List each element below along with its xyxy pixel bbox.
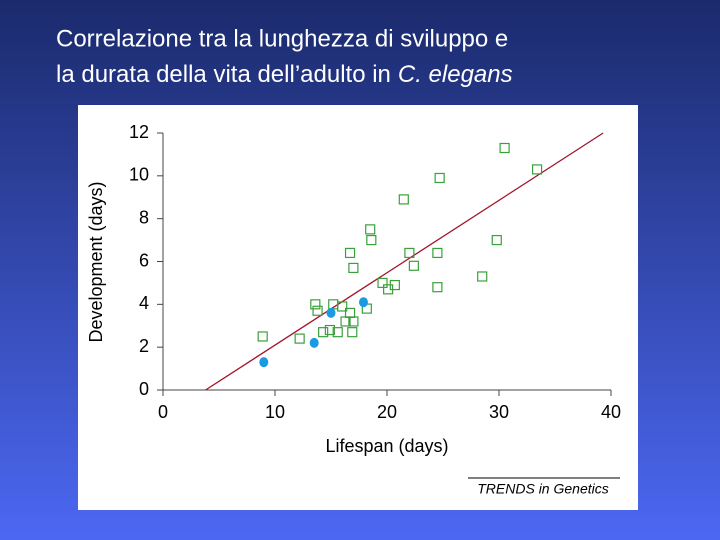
- y-tick-label: 0: [139, 379, 149, 399]
- point: [408, 260, 419, 271]
- point: [337, 301, 348, 312]
- point: [257, 331, 268, 342]
- point: [309, 337, 319, 348]
- point: [318, 327, 329, 338]
- y-tick-label: 8: [139, 207, 149, 227]
- x-tick-label: 0: [158, 402, 168, 422]
- y-tick-label: 6: [139, 250, 149, 270]
- point: [294, 333, 305, 344]
- source: TRENDS in Genetics: [477, 481, 608, 497]
- fit-line: [205, 132, 604, 391]
- point: [358, 297, 368, 308]
- y-tick-label: 2: [139, 336, 149, 356]
- x-tick-label: 30: [489, 402, 509, 422]
- chart-panel: [78, 105, 638, 510]
- y-axis-label: Development (days): [86, 181, 106, 342]
- y-tick-label: 4: [139, 293, 149, 313]
- point: [312, 305, 323, 316]
- point: [310, 299, 321, 310]
- x-axis-label: Lifespan (days): [325, 436, 448, 456]
- y-tick-label: 10: [129, 165, 149, 185]
- y-tick-label: 12: [129, 122, 149, 142]
- point: [434, 172, 445, 184]
- point: [432, 247, 443, 259]
- point: [499, 142, 510, 154]
- point: [344, 247, 356, 259]
- point: [398, 194, 409, 205]
- point: [259, 357, 269, 368]
- point: [389, 279, 400, 291]
- x-tick-label: 40: [601, 402, 621, 422]
- x-tick-label: 20: [377, 402, 397, 422]
- x-tick-label: 10: [265, 402, 285, 422]
- point: [477, 271, 488, 282]
- point: [491, 234, 502, 246]
- point: [404, 247, 415, 259]
- point: [432, 282, 443, 293]
- title-line: la durata della vita dell’adulto in C. el…: [56, 61, 513, 88]
- point: [332, 327, 343, 338]
- point: [377, 277, 388, 289]
- title-line: Correlazione tra la lunghezza di svilupp…: [56, 25, 508, 52]
- point: [531, 164, 543, 175]
- point: [324, 324, 335, 336]
- point: [348, 262, 359, 274]
- point: [366, 234, 377, 246]
- title-part: la durata della vita dell’adulto in: [56, 61, 391, 88]
- title-part: C. elegans: [398, 61, 513, 88]
- point: [347, 327, 358, 338]
- point: [326, 307, 336, 318]
- point: [348, 316, 359, 327]
- point: [365, 224, 376, 235]
